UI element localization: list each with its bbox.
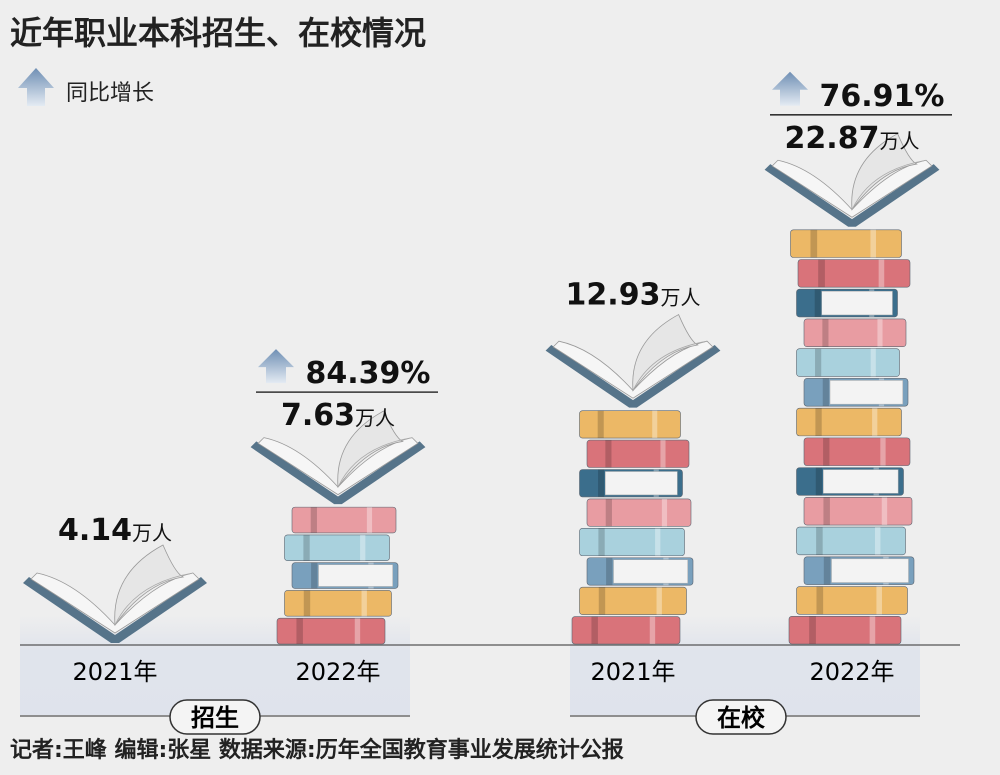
book-spine: [284, 590, 392, 617]
bars-layer: 4.14万人 84.39% 7.63万人 12.93万人 76.91% 22.87万人: [23, 71, 952, 645]
book-flip-page: [114, 544, 185, 627]
book-spine: [790, 229, 902, 258]
group-label-school: 在校: [717, 704, 766, 732]
book-spine: [796, 586, 908, 615]
growth-label: 76.91%: [820, 79, 945, 114]
book-spine: [579, 528, 685, 557]
value-label: 12.93万人: [566, 278, 701, 313]
x-label-enroll-2022: 2022年: [295, 658, 380, 686]
book-spine: [586, 498, 692, 527]
growth-label: 84.39%: [306, 356, 431, 391]
group-badge-school: [695, 699, 787, 735]
book-spine: [803, 378, 909, 407]
book-flip-page: [632, 314, 699, 392]
book-spine: [796, 526, 906, 556]
book-spine: [579, 410, 681, 439]
book-spine: [797, 259, 911, 288]
book-page-line: [114, 572, 194, 626]
book-spine: [796, 467, 904, 496]
book-flip-page: [337, 410, 404, 489]
book-spine: [586, 439, 690, 468]
value-label: 4.14万人: [58, 513, 172, 548]
bar-1-1: 76.91% 22.87万人: [764, 71, 952, 645]
book-spine: [796, 288, 898, 318]
book-spine: [291, 506, 397, 534]
book-spine: [586, 557, 694, 586]
value-label: 7.63万人: [281, 398, 395, 433]
group-label-enroll: 招生: [191, 704, 239, 732]
book-spine: [803, 318, 907, 347]
x-label-school-2021: 2021年: [590, 658, 675, 686]
book-flip-page: [851, 133, 918, 211]
legend-label: 同比增长: [66, 81, 154, 106]
book-page-line: [632, 340, 708, 391]
bar-1-0: 12.93万人: [545, 278, 721, 645]
growth-arrow-icon: [772, 71, 808, 106]
bar-0-0: 4.14万人: [23, 513, 207, 643]
value-label: 22.87万人: [785, 121, 920, 156]
up-arrow-icon: [18, 68, 54, 106]
x-label-enroll-2021: 2021年: [72, 658, 157, 686]
book-spine: [803, 437, 911, 466]
bar-0-1: 84.39% 7.63万人: [250, 349, 438, 645]
book-spine: [803, 497, 913, 526]
book-page-line: [851, 159, 927, 210]
chart-title: 近年职业本科招生、在校情况: [10, 14, 426, 52]
book-spine: [276, 617, 386, 645]
footer-credit: 记者:王峰 编辑:张星 数据来源:历年全国教育事业发展统计公报: [10, 737, 624, 763]
x-label-school-2022: 2022年: [809, 658, 894, 686]
book-spine: [571, 616, 681, 645]
book-spine: [579, 469, 683, 498]
book-page-line: [337, 437, 413, 488]
growth-arrow-icon: [258, 349, 294, 384]
book-spine: [796, 407, 902, 437]
group-badge-enroll: [169, 699, 261, 735]
book-spine: [796, 348, 900, 377]
book-spine: [803, 556, 915, 585]
book-spine: [284, 534, 390, 561]
book-spine: [291, 562, 399, 589]
book-spine: [788, 615, 902, 645]
legend: 同比增长: [18, 68, 154, 106]
book-spine: [579, 586, 687, 615]
